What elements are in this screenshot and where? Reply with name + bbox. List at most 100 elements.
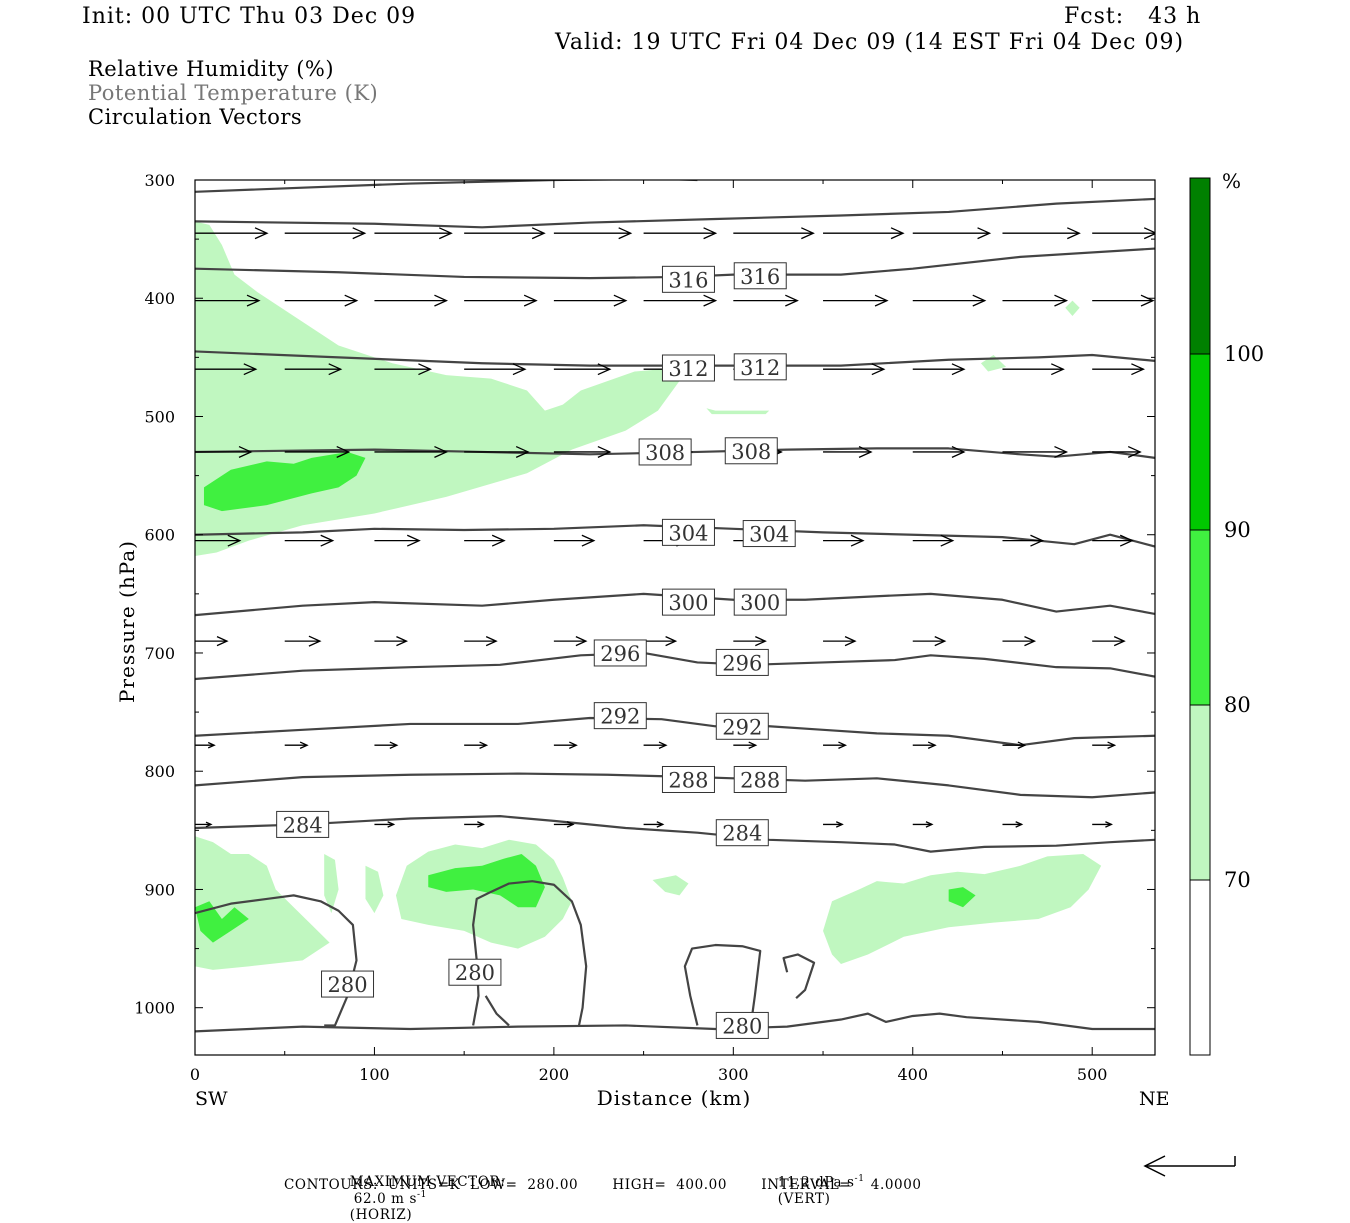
vector-head [387, 821, 396, 828]
theta-line-296-7 [195, 651, 1155, 681]
theta-label-284-17: 284 [715, 819, 769, 847]
theta-label-text: 308 [731, 440, 771, 464]
vector-head [396, 636, 409, 647]
circulation-vector [912, 636, 947, 647]
circulation-vector [374, 821, 396, 828]
x-tick-label: 500 [1077, 1065, 1108, 1084]
theta-line-288-9 [195, 772, 1155, 799]
circulation-vector [733, 227, 815, 240]
circulation-vector [195, 741, 216, 749]
vector-head [940, 534, 955, 547]
circulation-vector [1002, 534, 1045, 547]
colorbar-level-label: 70 [1224, 868, 1251, 892]
circulation-vector [195, 821, 213, 828]
theta-line-280-14 [683, 943, 762, 1026]
theta-line-280-12 [472, 880, 588, 1026]
theta-line-280-13 [484, 995, 510, 1027]
circulation-vector [374, 636, 409, 647]
rh-region-80-11 [195, 901, 249, 943]
theta-label-308-5: 308 [724, 437, 778, 465]
vector-head [1017, 741, 1027, 749]
max-vector-title: MAXIMUM VECTOR: [349, 1174, 506, 1190]
vector-head [1067, 227, 1081, 240]
theta-line-280-16 [195, 1012, 1155, 1033]
theta-label-text: 304 [749, 523, 789, 547]
rh-region-70-4 [195, 836, 330, 970]
theta-label-box [661, 518, 715, 546]
circulation-vector [733, 741, 758, 749]
y-tick-label: 600 [144, 526, 175, 545]
y-tick-label: 800 [144, 762, 175, 781]
vector-head [246, 294, 261, 307]
rh-region-70-2 [1065, 300, 1080, 316]
vector-head [972, 294, 987, 307]
x-tick-label: 300 [718, 1065, 749, 1084]
vector-head [523, 294, 538, 307]
vector-head [597, 445, 612, 458]
vector-head [344, 294, 359, 307]
vector-head [658, 741, 668, 749]
circulation-vector [643, 636, 678, 647]
circulation-vector [553, 445, 612, 458]
circulation-vector [195, 534, 242, 547]
theta-line-280-11 [195, 894, 358, 1027]
circulation-vector [912, 534, 955, 547]
circulation-vector [195, 363, 258, 376]
horiz-tag: (HORIZ) [349, 1206, 413, 1223]
vector-head [890, 227, 905, 240]
vector-head [977, 227, 992, 240]
forecast-hour: Fcst: 43 h [1064, 4, 1202, 29]
vector-head [515, 445, 530, 458]
circulation-vector [464, 741, 489, 749]
circulation-vector [1092, 741, 1117, 749]
circulation-vector [195, 227, 269, 240]
theta-label-text: 296 [722, 651, 762, 675]
valid-time: Valid: 19 UTC Fri 04 Dec 09 (14 EST Fri … [555, 30, 1185, 55]
circulation-vector [284, 227, 367, 240]
vector-head [238, 445, 253, 458]
circulation-vector [553, 294, 628, 307]
rh-region-70-6 [365, 865, 384, 914]
legend-potential-temperature: Potential Temperature (K) [88, 81, 379, 105]
theta-line-312-3 [195, 350, 1155, 367]
init-time: Init: 00 UTC Thu 03 Dec 09 [82, 4, 417, 29]
theta-line-304-5 [195, 524, 1155, 548]
plot-frame [194, 179, 1156, 1056]
vector-head [336, 445, 351, 458]
rh-region-70-9 [823, 853, 1102, 964]
circulation-vector [284, 741, 309, 749]
rh-region-70-8 [652, 875, 689, 896]
vector-head [844, 636, 857, 647]
rh-region-70-1 [706, 408, 770, 415]
vector-head [1015, 821, 1024, 828]
circulation-vector [284, 635, 322, 647]
circulation-vector [823, 227, 905, 240]
circulation-vector [1002, 294, 1069, 307]
theta-label-text: 280 [327, 973, 367, 997]
vector-head [927, 741, 937, 749]
circulation-vector [912, 227, 992, 240]
circulation-vector [1002, 821, 1024, 828]
circulation-vector [374, 741, 399, 749]
theta-label-box [593, 639, 647, 667]
theta-label-box [448, 958, 502, 986]
vector-head [874, 294, 889, 307]
theta-label-box [715, 1011, 769, 1039]
theta-line-316-0 [195, 180, 698, 193]
vector-head [951, 445, 966, 458]
circulation-vector [1092, 294, 1155, 307]
theta-line-280-15 [782, 953, 816, 1000]
x-tick-label: 200 [539, 1065, 570, 1084]
vector-head [665, 636, 678, 647]
contours-info: CONTOURS: UNITS=K LOW= 280.00 HIGH= 400.… [284, 1177, 922, 1193]
colorbar-level-label: 100 [1224, 342, 1264, 366]
colorbar-unit: % [1222, 169, 1241, 193]
vector-head [320, 534, 335, 547]
circulation-vector [733, 636, 767, 647]
theta-label-box [715, 819, 769, 847]
vector-head [438, 227, 453, 240]
vector-head [569, 741, 578, 749]
theta-label-box [742, 520, 796, 548]
circulation-vector [1092, 821, 1113, 828]
